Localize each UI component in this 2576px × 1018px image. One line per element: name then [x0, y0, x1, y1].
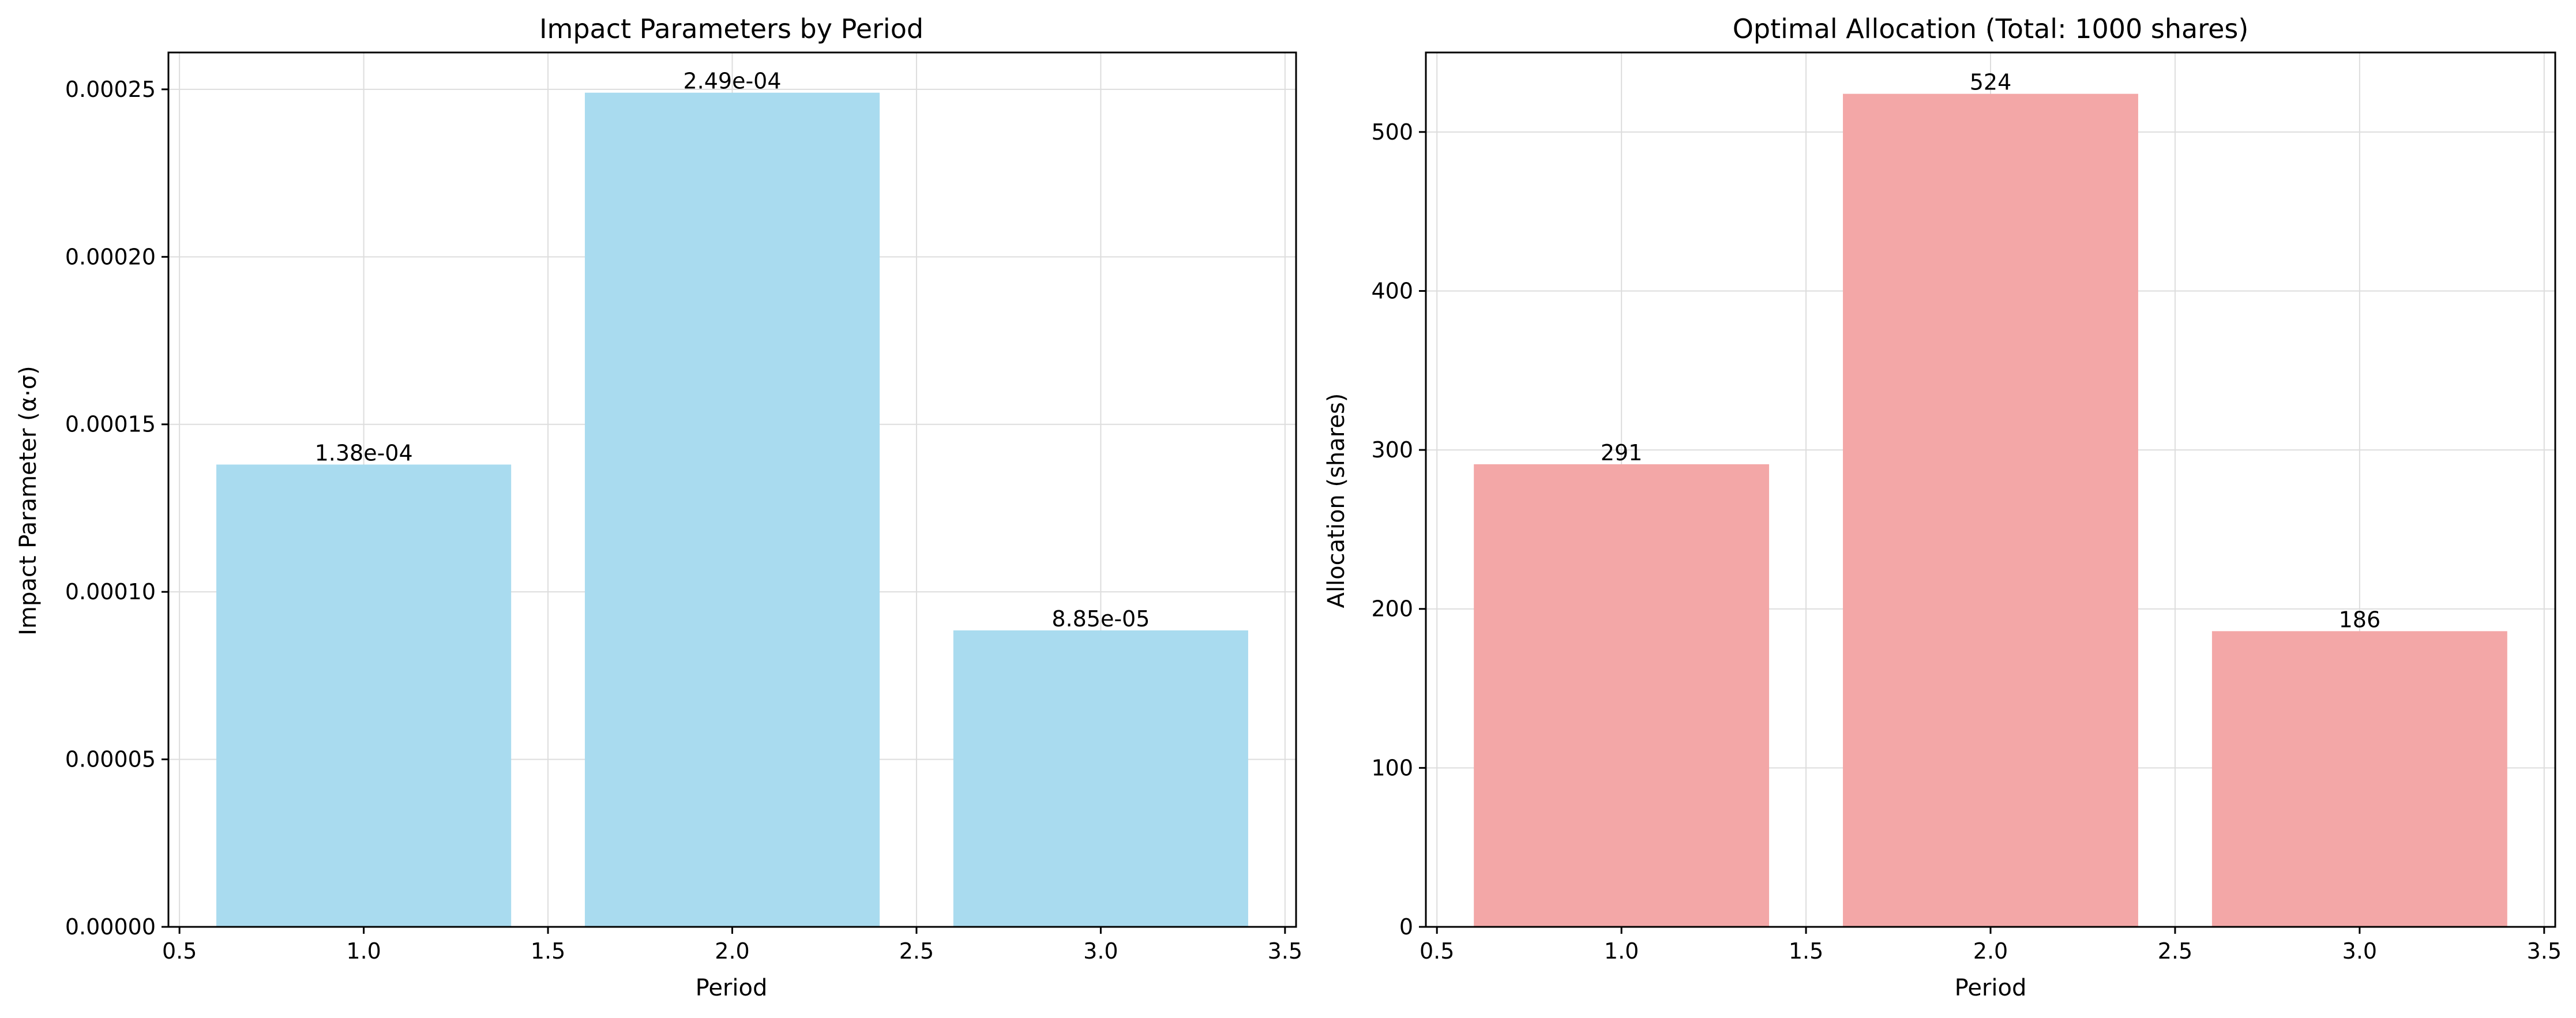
x-tick-label: 2.0: [715, 938, 749, 964]
x-tick-label: 3.0: [2342, 938, 2377, 964]
y-tick-label: 0.00005: [65, 747, 156, 772]
bar: [1843, 93, 2138, 927]
x-axis-label: Period: [696, 975, 768, 1001]
chart-optimal-allocation: Optimal Allocation (Total: 1000 shares) …: [1323, 13, 2562, 1001]
bar: [216, 464, 512, 927]
y-tick-label: 100: [1371, 755, 1413, 780]
x-tick-label: 1.0: [346, 938, 381, 964]
chart-title: Optimal Allocation (Total: 1000 shares): [1733, 13, 2249, 44]
y-tick-label: 0: [1399, 914, 1413, 940]
y-tick-label: 500: [1371, 119, 1413, 145]
x-tick-label: 3.5: [1268, 938, 1302, 964]
bar: [953, 630, 1248, 927]
y-tick-label: 0.00020: [65, 244, 156, 269]
x-tick-label: 1.5: [531, 938, 565, 964]
chart-title: Impact Parameters by Period: [539, 13, 923, 44]
x-tick-label: 2.0: [1973, 938, 2008, 964]
data-label: 524: [1970, 70, 2012, 95]
data-label: 291: [1601, 440, 1643, 465]
x-tick-label: 2.5: [899, 938, 934, 964]
data-label: 8.85e-05: [1052, 606, 1150, 632]
y-tick-label: 0.00015: [65, 412, 156, 437]
x-tick-label: 3.5: [2527, 938, 2562, 964]
chart-impact-parameters: Impact Parameters by Period Period Impac…: [15, 13, 1302, 1001]
y-axis-label: Allocation (shares): [1323, 393, 1350, 608]
x-axis-label: Period: [1955, 975, 2027, 1001]
y-tick-label: 0.00010: [65, 579, 156, 604]
bar: [1474, 464, 1770, 927]
data-label: 1.38e-04: [315, 440, 413, 465]
bar: [584, 92, 880, 927]
x-tick-label: 0.5: [162, 938, 197, 964]
x-tick-label: 1.0: [1604, 938, 1639, 964]
y-tick-label: 200: [1371, 596, 1413, 622]
x-tick-label: 2.5: [2158, 938, 2192, 964]
y-tick-label: 0.00000: [65, 914, 156, 940]
y-tick-label: 400: [1371, 278, 1413, 303]
x-tick-label: 1.5: [1789, 938, 1823, 964]
y-tick-label: 300: [1371, 437, 1413, 463]
x-tick-label: 3.0: [1083, 938, 1118, 964]
y-tick-label: 0.00025: [65, 77, 156, 102]
x-tick-label: 0.5: [1420, 938, 1454, 964]
bar: [2211, 631, 2507, 927]
data-label: 2.49e-04: [683, 69, 781, 94]
y-axis-label: Impact Parameter (α·σ): [15, 366, 42, 636]
data-label: 186: [2339, 607, 2381, 632]
